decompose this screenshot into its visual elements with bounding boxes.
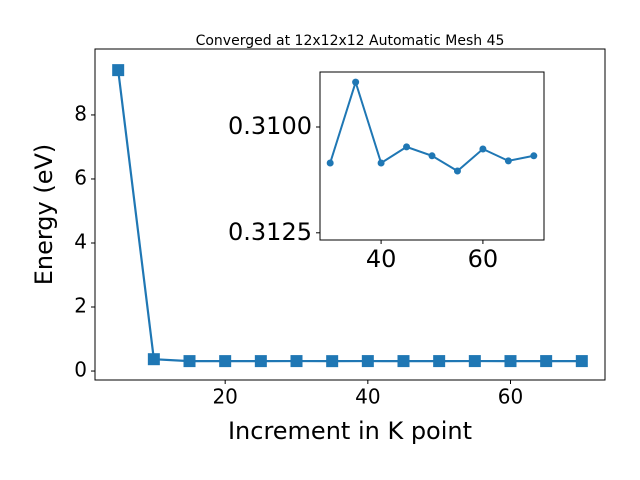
marker	[433, 355, 446, 368]
x-tick-label: 40	[355, 385, 380, 409]
marker	[219, 355, 232, 368]
marker	[183, 355, 196, 368]
marker	[397, 355, 410, 368]
y-tick-label: 6	[74, 165, 87, 189]
marker	[468, 355, 481, 368]
y-tick-label: 2	[74, 294, 87, 318]
x-tick-label: 40	[366, 245, 397, 273]
marker	[403, 143, 411, 151]
y-tick-label: 0.3125	[228, 218, 312, 246]
marker	[147, 353, 160, 366]
x-tick-label: 60	[498, 385, 523, 409]
marker	[479, 145, 487, 153]
y-tick-label: 0	[74, 358, 87, 382]
x-tick-label: 60	[468, 245, 499, 273]
y-tick-label: 4	[74, 229, 87, 253]
marker	[361, 355, 374, 368]
marker	[540, 355, 553, 368]
y-axis-label: Energy (eV)	[30, 144, 58, 286]
marker	[504, 355, 517, 368]
marker	[575, 355, 588, 368]
x-axis-label: Increment in K point	[228, 417, 472, 445]
chart-title: Converged at 12x12x12 Automatic Mesh 45	[196, 33, 505, 49]
x-tick-label: 20	[212, 385, 237, 409]
marker	[326, 159, 334, 167]
marker	[112, 64, 125, 77]
y-tick-label: 0.3100	[228, 112, 312, 140]
marker	[290, 355, 303, 368]
marker	[377, 159, 385, 167]
marker	[453, 167, 461, 175]
marker	[530, 152, 538, 160]
marker	[504, 157, 512, 165]
marker	[254, 355, 267, 368]
y-tick-label: 8	[74, 101, 87, 125]
marker	[352, 78, 360, 86]
marker	[326, 355, 339, 368]
marker	[428, 152, 436, 160]
